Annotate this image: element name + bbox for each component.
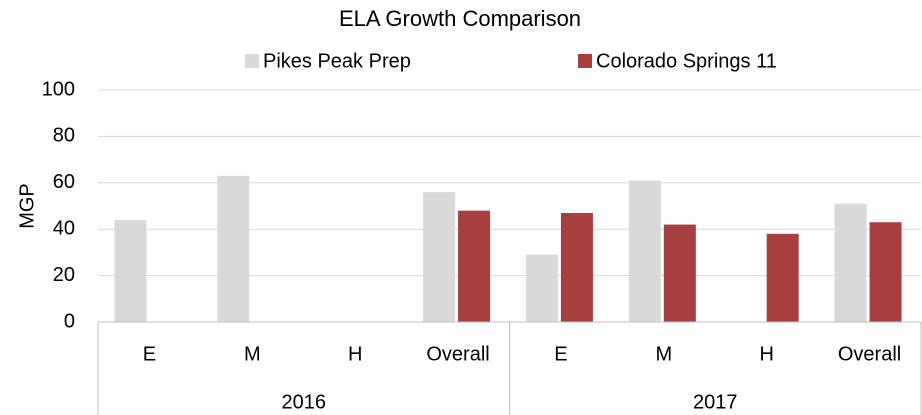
bar — [458, 210, 491, 322]
bar — [217, 175, 250, 322]
y-axis-label: MGP — [16, 183, 38, 229]
y-tick-label: 0 — [64, 310, 75, 332]
y-tick-label: 40 — [53, 217, 75, 239]
x-tick-label: M — [655, 343, 672, 365]
x-tick-label: M — [244, 343, 261, 365]
bar — [663, 224, 696, 322]
legend-swatch — [245, 54, 259, 68]
bar — [525, 254, 558, 322]
x-tick-label: E — [554, 343, 567, 365]
bar — [423, 192, 456, 322]
x-tick-label: Overall — [838, 343, 901, 365]
x-tick-label: H — [759, 343, 773, 365]
bar — [560, 212, 593, 322]
group-label: 2016 — [282, 391, 327, 413]
bar — [114, 219, 147, 322]
legend-label: Colorado Springs 11 — [596, 50, 777, 72]
bar — [869, 222, 902, 322]
y-tick-label: 60 — [53, 171, 75, 193]
bar — [628, 180, 661, 322]
y-tick-label: 100 — [42, 78, 75, 100]
y-tick-label: 80 — [53, 125, 75, 147]
chart-title: ELA Growth Comparison — [339, 6, 581, 31]
x-tick-label: E — [143, 343, 156, 365]
bar — [766, 233, 799, 322]
group-label: 2017 — [693, 391, 738, 413]
legend-swatch — [578, 54, 592, 68]
x-tick-label: Overall — [426, 343, 489, 365]
y-tick-label: 20 — [53, 264, 75, 286]
legend-label: Pikes Peak Prep — [263, 50, 411, 72]
bar — [834, 203, 867, 322]
x-tick-label: H — [348, 343, 362, 365]
